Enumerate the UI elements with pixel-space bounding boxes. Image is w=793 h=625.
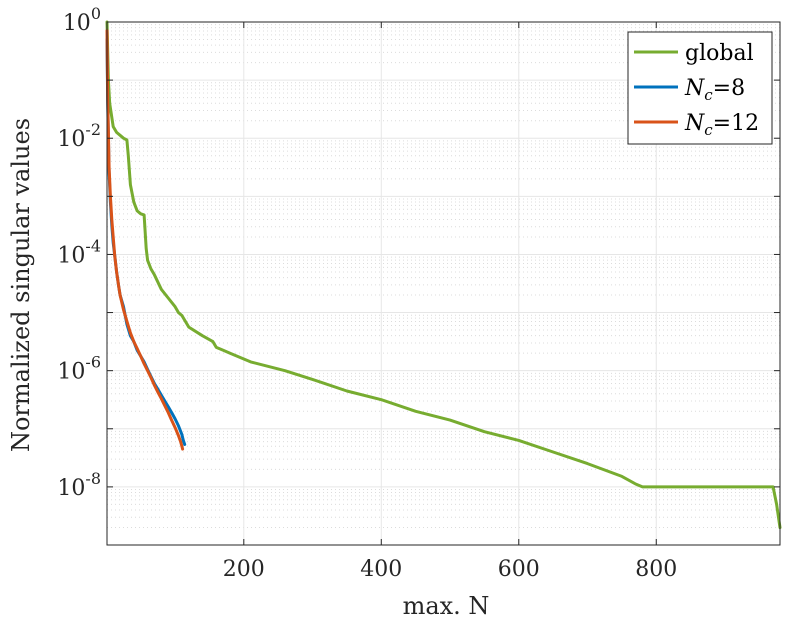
- y-tick-label: 10-4: [57, 236, 101, 268]
- y-tick-label: 10-8: [57, 469, 101, 501]
- legend: global Nc=8 Nc=12: [627, 31, 773, 145]
- x-tick-label: 400: [360, 557, 402, 582]
- y-tick-label: 100: [63, 4, 101, 36]
- series-layer: [105, 20, 782, 530]
- y-tick-label: 10-2: [57, 120, 101, 152]
- x-tick-label: 600: [498, 557, 540, 582]
- tick-marks: [107, 21, 780, 546]
- legend-label-n-c-8: Nc=8: [684, 76, 745, 104]
- x-tick-label: 200: [223, 557, 265, 582]
- x-tick-labels: 200 400 600 800: [223, 557, 677, 582]
- x-tick-label: 800: [635, 557, 677, 582]
- plot-frame: [106, 21, 781, 546]
- legend-label-n-c-12: Nc=12: [684, 111, 759, 139]
- legend-label-global: global: [685, 41, 754, 66]
- series-line-n-c-12: [105, 29, 185, 451]
- x-axis-label: max. N: [403, 592, 490, 620]
- minor-grid: [107, 24, 780, 529]
- series-line-global: [105, 20, 782, 530]
- y-tick-labels: 10-8 10-6 10-4 10-2 100: [57, 4, 101, 501]
- y-tick-label: 10-6: [57, 353, 101, 385]
- y-axis-label: Normalized singular values: [7, 118, 35, 452]
